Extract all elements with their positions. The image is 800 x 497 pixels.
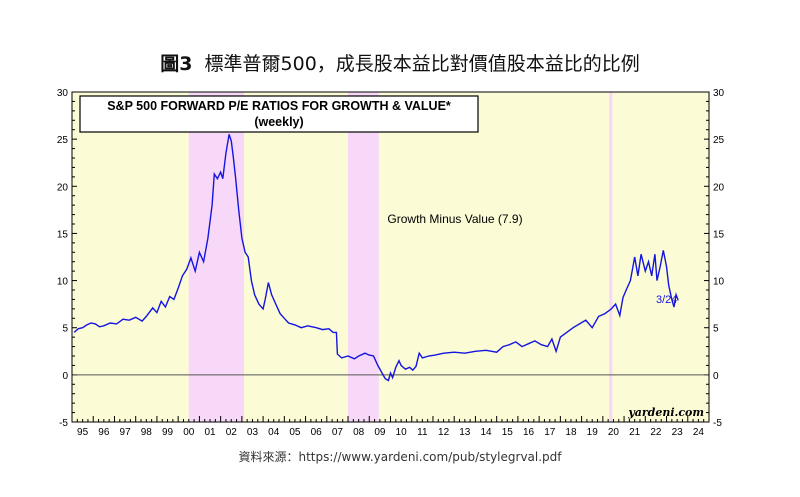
recession-band-1	[348, 92, 379, 422]
x-tick-label: 22	[650, 427, 662, 438]
watermark: yardeni.com	[627, 406, 704, 419]
x-tick-label: 02	[226, 427, 238, 438]
x-tick-label: 05	[289, 427, 301, 438]
y-tick-label-left: 10	[57, 277, 69, 288]
x-tick-label: 20	[608, 427, 620, 438]
y-tick-label-right: 0	[713, 371, 719, 382]
x-tick-label: 97	[120, 427, 132, 438]
y-tick-label-left: 5	[62, 324, 68, 335]
y-tick-label-left: 0	[62, 371, 68, 382]
x-tick-label: 12	[438, 427, 450, 438]
y-tick-label-left: -5	[59, 418, 68, 429]
y-tick-label-right: 20	[713, 182, 725, 193]
x-tick-label: 99	[162, 427, 174, 438]
x-tick-label: 08	[353, 427, 365, 438]
x-tick-label: 10	[396, 427, 408, 438]
y-tick-label-right: 15	[713, 229, 725, 240]
plot-background	[72, 92, 709, 422]
source-note: 資料來源：https://www.yardeni.com/pub/stylegr…	[238, 450, 562, 464]
series-line-growth-minus-value	[73, 134, 679, 382]
x-tick-label: 96	[98, 427, 110, 438]
y-tick-label-right: -5	[713, 418, 722, 429]
y-tick-label-right: 10	[713, 277, 725, 288]
figure-title-text: 標準普爾500，成長股本益比對價值股本益比的比例	[204, 53, 640, 75]
series-annotation: Growth Minus Value (7.9)	[387, 212, 522, 226]
y-tick-label-left: 25	[57, 135, 69, 146]
x-tick-label: 09	[374, 427, 386, 438]
x-tick-label: 01	[204, 427, 216, 438]
recession-band-0	[188, 92, 244, 422]
figure-title: 圖3 標準普爾500，成長股本益比對價值股本益比的比例	[0, 49, 800, 76]
y-tick-label-right: 25	[713, 135, 725, 146]
x-tick-label: 18	[565, 427, 577, 438]
title-box	[79, 95, 479, 133]
x-tick-label: 03	[247, 427, 259, 438]
x-tick-label: 21	[629, 427, 641, 438]
chart-subtitle: (weekly)	[254, 115, 303, 129]
recession-band-2	[609, 92, 613, 422]
recession-bands	[188, 92, 613, 422]
y-tick-label-left: 30	[57, 88, 69, 99]
y-tick-label-right: 5	[713, 324, 719, 335]
x-tick-label: 24	[693, 427, 705, 438]
x-tick-label: 00	[183, 427, 195, 438]
x-tick-label: 98	[141, 427, 153, 438]
x-tick-label: 06	[311, 427, 323, 438]
x-tick-label: 13	[459, 427, 471, 438]
x-tick-label: 23	[672, 427, 684, 438]
plot-frame	[71, 91, 710, 423]
y-tick-label-right: 30	[713, 88, 725, 99]
x-tick-label: 17	[544, 427, 556, 438]
figure-title-prefix: 圖3	[160, 53, 193, 75]
y-axis-left: -5 0 5 10 15 20 25 30	[57, 88, 77, 429]
x-tick-label: 15	[502, 427, 514, 438]
x-tick-label: 07	[332, 427, 344, 438]
x-tick-label: 95	[77, 427, 89, 438]
y-tick-label-left: 20	[57, 182, 69, 193]
x-tick-label: 11	[417, 427, 428, 438]
end-date-label: 3/24	[656, 294, 677, 306]
y-tick-label-left: 15	[57, 229, 69, 240]
x-tick-label: 16	[523, 427, 535, 438]
chart-title: S&P 500 FORWARD P/E RATIOS FOR GROWTH & …	[107, 99, 451, 113]
x-tick-label: 04	[268, 427, 280, 438]
x-tick-label: 19	[587, 427, 599, 438]
x-tick-label: 14	[480, 427, 492, 438]
